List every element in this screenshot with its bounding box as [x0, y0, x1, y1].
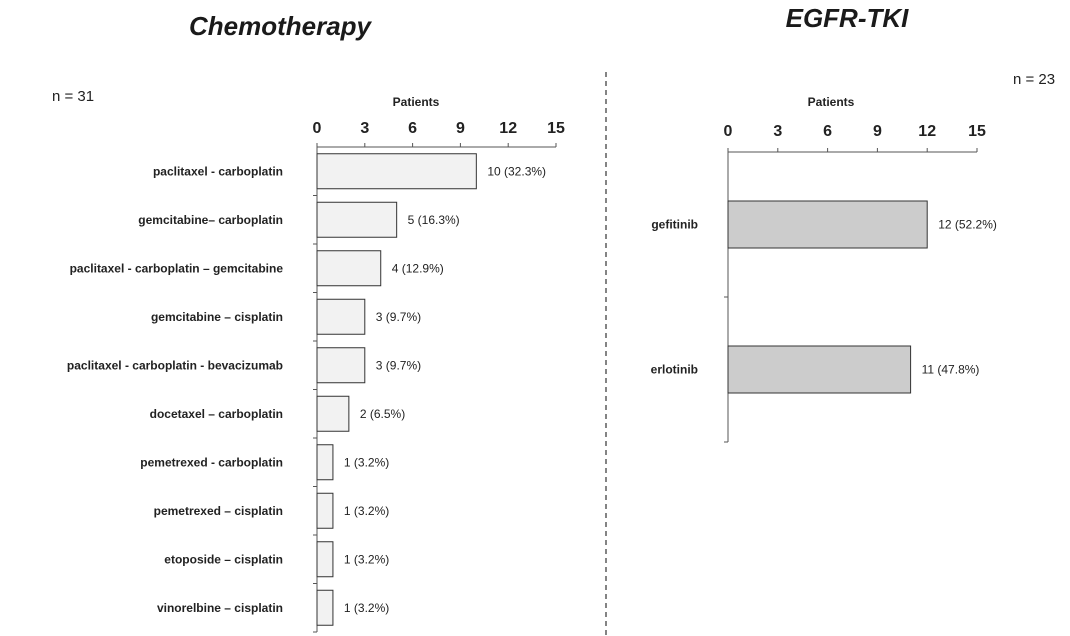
chemotherapy-category-label: paclitaxel - carboplatin	[153, 164, 283, 178]
chemotherapy-value-label: 3 (9.7%)	[376, 358, 421, 372]
egfr-tki-axis-title: Patients	[808, 95, 855, 109]
egfr-tki-sample-size: n = 23	[1013, 71, 1055, 88]
chemotherapy-title: Chemotherapy	[189, 11, 373, 41]
chemotherapy-value-label: 4 (12.9%)	[392, 261, 444, 275]
chemotherapy-bar	[316, 153, 477, 190]
egfr-tki-value-label: 11 (47.8%)	[922, 363, 980, 377]
chemotherapy-bar	[316, 541, 334, 578]
chemotherapy-value-label: 1 (3.2%)	[344, 455, 389, 469]
egfr-tki-x-tick-label: 9	[873, 123, 882, 140]
chemotherapy-value-label: 3 (9.7%)	[376, 310, 421, 324]
chemotherapy-bar	[316, 492, 334, 529]
chemotherapy-value-label: 1 (3.2%)	[344, 504, 389, 518]
egfr-tki-bar	[727, 345, 912, 394]
egfr-tki-category-label: erlotinib	[651, 363, 698, 377]
chemotherapy-value-label: 5 (16.3%)	[408, 213, 460, 227]
chemotherapy-category-label: pemetrexed – cisplatin	[154, 504, 283, 518]
egfr-tki-title: EGFR-TKI	[786, 3, 910, 33]
chemotherapy-category-label: paclitaxel - carboplatin – gemcitabine	[70, 261, 284, 275]
chemotherapy-bar	[316, 347, 366, 384]
chemotherapy-value-label: 1 (3.2%)	[344, 601, 389, 615]
chemotherapy-x-tick-label: 12	[499, 120, 517, 137]
chemotherapy-plot: 0 3 6 9 12 15 paclitaxel - carboplatin 10 (32.3…	[67, 120, 565, 633]
chemotherapy-category-label: gemcitabine– carboplatin	[138, 213, 283, 227]
egfr-tki-value-label: 12 (52.2%)	[938, 218, 997, 232]
chemotherapy-bar	[316, 444, 334, 481]
chemotherapy-x-tick-label: 0	[313, 120, 322, 137]
egfr-tki-category-label: gefitinib	[651, 218, 698, 232]
egfr-tki-x-tick-label: 0	[724, 123, 733, 140]
chemotherapy-value-label: 2 (6.5%)	[360, 407, 405, 421]
chemotherapy-category-label: gemcitabine – cisplatin	[151, 310, 283, 324]
chemotherapy-value-label: 10 (32.3%)	[487, 164, 546, 178]
egfr-tki-x-tick-label: 15	[968, 123, 986, 140]
chemotherapy-category-label: vinorelbine – cisplatin	[157, 601, 283, 615]
chemotherapy-bar	[316, 250, 382, 287]
egfr-tki-bar	[727, 200, 928, 249]
chemotherapy-x-tick-label: 6	[408, 120, 417, 137]
chemotherapy-value-label: 1 (3.2%)	[344, 552, 389, 566]
egfr-tki-x-tick-label: 3	[773, 123, 782, 140]
chemotherapy-category-label: docetaxel – carboplatin	[150, 407, 283, 421]
chemotherapy-bar	[316, 589, 334, 626]
chemotherapy-x-tick-label: 3	[360, 120, 369, 137]
chemotherapy-category-label: pemetrexed - carboplatin	[140, 455, 283, 469]
chemotherapy-sample-size: n = 31	[52, 88, 94, 105]
egfr-tki-x-tick-label: 12	[918, 123, 936, 140]
chemotherapy-category-label: paclitaxel - carboplatin - bevacizumab	[67, 358, 283, 372]
egfr-tki-x-tick-label: 6	[823, 123, 832, 140]
chemotherapy-axis-title: Patients	[393, 95, 440, 109]
chemotherapy-bar	[316, 395, 350, 432]
chemotherapy-x-tick-label: 9	[456, 120, 465, 137]
chemotherapy-category-label: etoposide – cisplatin	[164, 552, 283, 566]
chemotherapy-x-tick-label: 15	[547, 120, 565, 137]
egfr-tki-plot: 0 3 6 9 12 15 gefitinib 12 (52.2%) erlotinib 11 (…	[651, 123, 997, 443]
chemotherapy-bar	[316, 201, 398, 238]
chemotherapy-bar	[316, 298, 366, 335]
